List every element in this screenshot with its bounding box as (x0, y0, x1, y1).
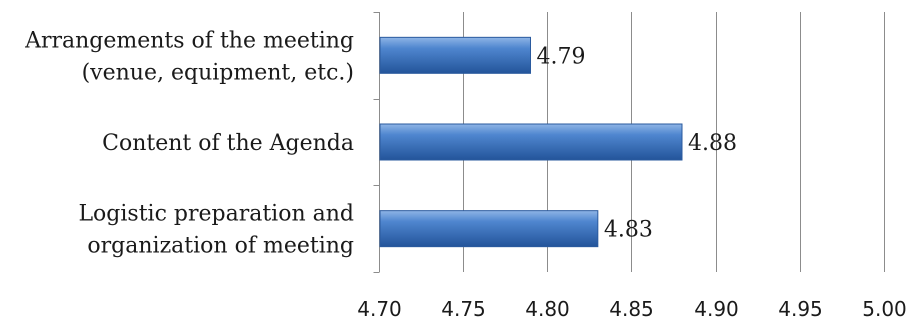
x-tick-label: 4.90 (694, 297, 739, 321)
x-tick-label: 4.80 (525, 297, 570, 321)
axes (373, 12, 380, 273)
data-label: 4.88 (688, 131, 737, 156)
x-tick-label: 4.85 (609, 297, 654, 321)
x-tick-label: 4.95 (778, 297, 823, 321)
bar (379, 123, 683, 161)
category-label-line: Arrangements of the meeting (24, 28, 354, 53)
category-label-line: Content of the Agenda (102, 131, 354, 156)
labels: 4.70 4.75 4.80 4.85 4.90 4.95 5.00 4.79 Arrangem… (24, 28, 907, 321)
bars (379, 36, 683, 248)
category-label: Content of the Agenda (102, 131, 354, 156)
category-label: Logistic preparation and organization of … (78, 202, 354, 259)
bar (379, 210, 599, 248)
data-label: 4.83 (604, 218, 653, 243)
bar (379, 36, 531, 74)
x-tick-label: 4.75 (441, 297, 486, 321)
category-label-line: organization of meeting (87, 234, 354, 259)
category-label-line: (venue, equipment, etc.) (82, 60, 354, 85)
x-tick-label: 5.00 (862, 297, 907, 321)
data-label: 4.79 (537, 44, 586, 69)
category-label-line: Logistic preparation and (78, 202, 354, 227)
category-label: Arrangements of the meeting (venue, equip… (24, 28, 354, 85)
x-tick-label: 4.70 (357, 297, 402, 321)
